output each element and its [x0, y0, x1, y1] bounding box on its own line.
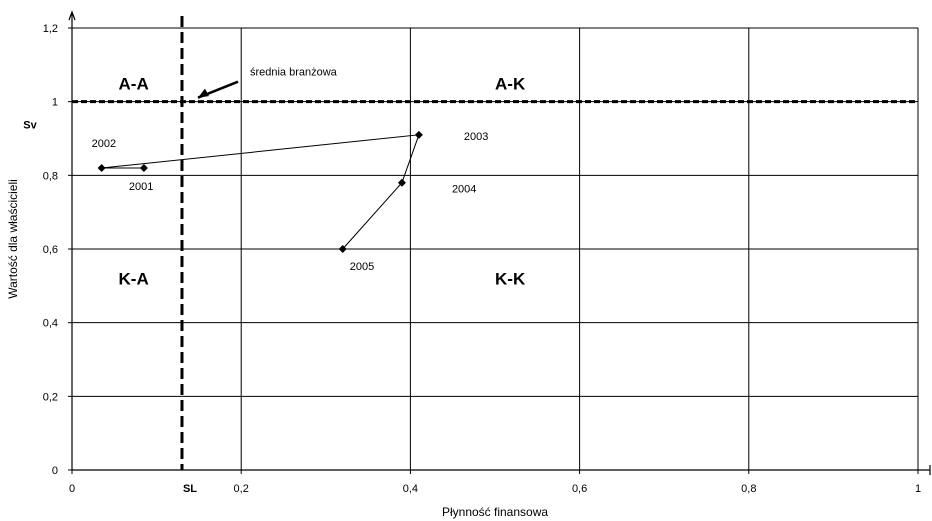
data-label-2004: 2004 — [452, 184, 476, 196]
x-axis-title: Płynność finansowa — [442, 505, 548, 519]
data-point-2002 — [97, 163, 106, 172]
quadrant-label-k-k: K-K — [495, 269, 526, 288]
x-tick-label-4: 0,8 — [741, 483, 756, 495]
grid — [72, 27, 919, 470]
y-tick-label-5: 1 — [52, 97, 58, 109]
data-point-2004 — [397, 178, 406, 187]
y-tick-label-0: 0 — [52, 465, 58, 477]
data-point-2001 — [139, 163, 148, 172]
x-tick-label-0: 0 — [69, 483, 75, 495]
y-tick-label-6: 1,2 — [43, 23, 58, 35]
quadrant-label-a-a: A-A — [119, 74, 149, 93]
x-tick-label-1: 0,2 — [234, 483, 249, 495]
y-axis-arrow — [68, 10, 76, 21]
x-tick-label-2: 0,4 — [403, 483, 418, 495]
data-series: 2001 2002 2003 2004 2005 — [92, 130, 488, 273]
reference-label-sv: Sv — [23, 120, 37, 132]
y-tick-label-3: 0,6 — [43, 244, 58, 256]
reference-lines: SL Sv — [23, 16, 918, 495]
y-axis-title: Wartość dla właścicieli — [6, 179, 20, 299]
quadrant-label-k-a: K-A — [119, 269, 149, 288]
annotation-label: średnia branżowa — [250, 67, 338, 79]
y-tick-label-4: 0,8 — [43, 170, 58, 182]
data-label-2002: 2002 — [92, 138, 116, 150]
y-tick-label-2: 0,4 — [43, 318, 58, 330]
x-tick-label-3: 0,6 — [572, 483, 587, 495]
annotation: średnia branżowa — [197, 67, 338, 99]
data-point-2005 — [338, 245, 347, 253]
annotation-arrowhead — [197, 88, 209, 98]
tick-labels: 0 0,2 0,4 0,6 0,8 1 1,2 0 0,2 0,4 0,6 0,8 1 — [43, 23, 921, 495]
axes — [68, 10, 931, 475]
y-tick-label-1: 0,2 — [43, 391, 58, 403]
data-label-2003: 2003 — [464, 131, 488, 143]
quadrant-label-a-k: A-K — [495, 74, 526, 93]
reference-label-sl: SL — [183, 483, 197, 495]
data-label-2005: 2005 — [350, 261, 374, 273]
quadrant-labels: A-A A-K K-A K-K — [119, 74, 526, 288]
x-tick-label-5: 1 — [915, 483, 921, 495]
data-point-2003 — [414, 130, 423, 139]
data-label-2001: 2001 — [129, 181, 153, 193]
